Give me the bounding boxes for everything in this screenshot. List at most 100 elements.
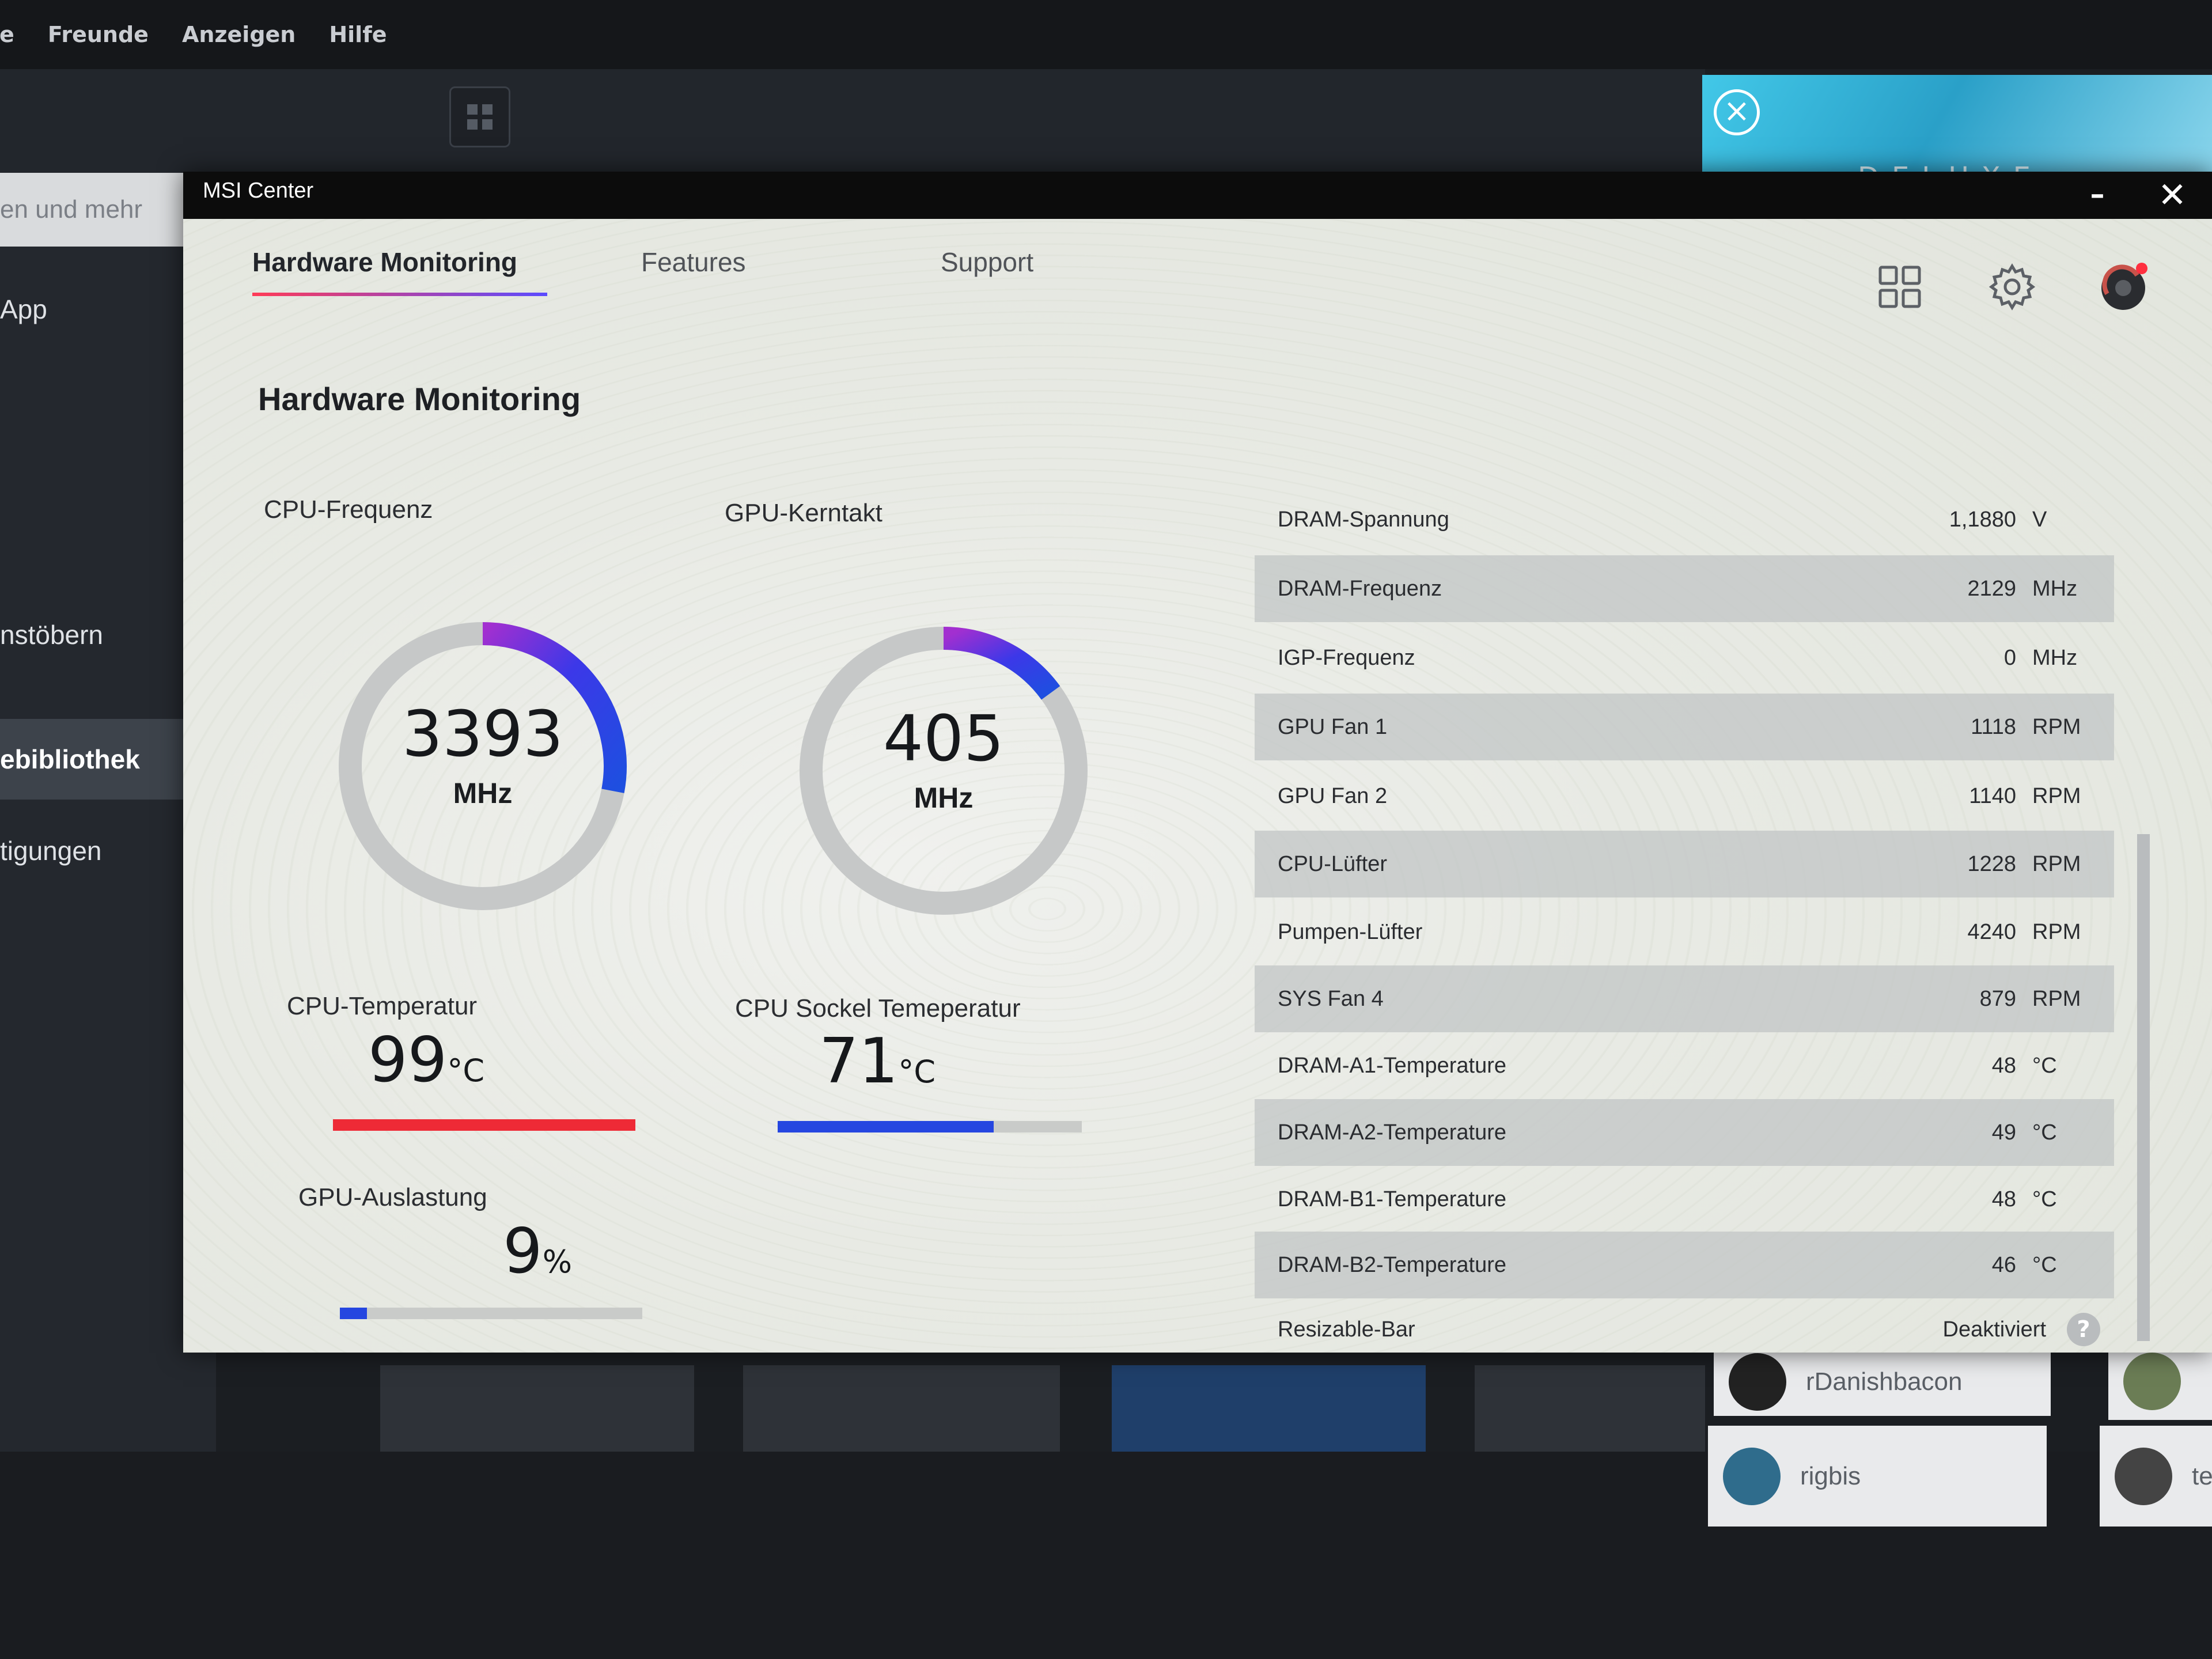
library-tile[interactable] [1475,1365,1705,1452]
sensor-row-dram-a1-temp: DRAM-A1-Temperature 48 °C [1255,1032,2114,1099]
friend-name: rigbis [1800,1461,1861,1490]
sensor-name: IGP-Frequenz [1278,646,1415,670]
sensor-value: 1,1880 [1949,507,2016,532]
grid-icon[interactable] [1871,258,1929,316]
sensor-name: DRAM-B1-Temperature [1278,1187,1506,1211]
title-bar[interactable]: MSI Center – ✕ [183,172,2212,219]
menu-item-view[interactable]: Anzeigen [181,22,296,47]
sensor-value: 49 [1991,1120,2016,1145]
socket-temperature-value: 71 [819,1025,899,1097]
friend-avatar [2123,1352,2181,1410]
cpu-temperature-label: CPU-Temperatur [287,992,478,1020]
sensor-name: Pumpen-Lüfter [1278,920,1423,944]
profile-icon[interactable] [2096,258,2153,316]
sensor-value: 879 [1979,987,2016,1011]
gpu-load-readout: 9% [503,1215,653,1287]
sensor-value: 1140 [1969,784,2016,808]
friend-name: rDanishbacon [1806,1368,1963,1396]
gpu-load-bar [340,1308,642,1319]
sensor-name: DRAM-Frequenz [1278,577,1442,601]
sensor-value: 4240 [1967,920,2016,944]
cpu-temperature-unit: °C [447,1052,485,1089]
sensor-row-dram-b1-temp: DRAM-B1-Temperature 48 °C [1255,1166,2114,1233]
sensor-name: DRAM-A2-Temperature [1278,1120,1506,1145]
friend-avatar [2115,1447,2172,1505]
library-tile[interactable] [743,1365,1060,1452]
library-tile[interactable] [1112,1365,1426,1452]
sensor-name: CPU-Lüfter [1278,852,1388,876]
sensor-name: GPU Fan 1 [1278,715,1388,739]
sensor-unit: °C [2032,1120,2057,1145]
sensor-row-igp-frequency: IGP-Frequenz 0 MHz [1255,624,2114,691]
friend-card[interactable]: rDanishbacon [1714,1348,2051,1416]
gpu-clock-gauge: 405 MHz [782,609,1105,932]
sidebar-item-app[interactable]: App [0,294,47,324]
sensor-row-cpu-fan: CPU-Lüfter 1228 RPM [1255,831,2114,897]
sensor-row-pump-fan: Pumpen-Lüfter 4240 RPM [1255,899,2114,965]
socket-temperature-unit: °C [898,1054,936,1090]
grid-view-button[interactable] [449,86,510,147]
sensor-unit: °C [2032,1253,2057,1277]
close-button[interactable]: ✕ [2157,175,2187,215]
sensor-list-scrollbar[interactable] [2137,834,2150,1341]
sensor-value: 48 [1991,1187,2016,1211]
gpu-load-label: GPU-Auslastung [298,1183,487,1211]
sidebar-item-browse[interactable]: nstöbern [0,620,104,650]
help-icon[interactable]: ? [2067,1313,2100,1346]
library-tile[interactable] [380,1365,694,1452]
friend-avatar [1723,1447,1781,1505]
sensor-name: DRAM-B2-Temperature [1278,1253,1506,1277]
msi-center-window: MSI Center – ✕ Hardware Monitoring Featu… [183,172,2212,1353]
sensor-value: 48 [1991,1054,2016,1078]
sensor-unit: V [2032,507,2047,532]
background-sidebar [0,173,216,1659]
sensor-value: 1228 [1967,852,2016,876]
banner-close-icon[interactable]: × [1714,89,1760,135]
cpu-temperature-readout: 99°C [334,1024,518,1096]
sensor-row-dram-voltage: DRAM-Spannung 1,1880 V [1255,486,2114,553]
menu-item-friends[interactable]: Freunde [47,22,149,47]
gear-icon[interactable] [1983,258,2041,316]
cpu-frequency-gauge: 3393 MHz [321,605,644,927]
sensor-row-gpu-fan-1: GPU Fan 1 1118 RPM [1255,694,2114,760]
sidebar-item-notifications[interactable]: tigungen [0,836,102,866]
resizable-bar-status: Deaktiviert [1942,1317,2047,1342]
minimize-button[interactable]: – [2090,177,2105,211]
window-title: MSI Center [203,179,314,203]
sensor-unit: RPM [2032,852,2081,876]
gpu-load-bar-fill [340,1308,368,1319]
sensor-name: SYS Fan 4 [1278,987,1384,1011]
background-menubar: le Freunde Anzeigen Hilfe [0,0,2212,69]
tab-hardware-monitoring[interactable]: Hardware Monitoring [252,247,518,277]
sensor-unit: °C [2032,1187,2057,1211]
page-title: Hardware Monitoring [258,381,581,417]
sidebar-item-library[interactable]: ebibliothek [0,719,216,800]
cpu-temperature-value: 99 [368,1024,448,1096]
sensor-row-dram-frequency: DRAM-Frequenz 2129 MHz [1255,555,2114,622]
background-search-input[interactable]: en und mehr [0,173,184,247]
friend-card[interactable]: te [2100,1426,2212,1527]
sensor-row-dram-a2-temp: DRAM-A2-Temperature 49 °C [1255,1099,2114,1166]
sensor-value: 46 [1991,1253,2016,1277]
friend-card[interactable] [2108,1342,2212,1420]
tab-support[interactable]: Support [941,247,1034,277]
cpu-frequency-arc [482,622,627,793]
cpu-frequency-label: CPU-Frequenz [264,495,433,524]
sensor-unit: MHz [2032,646,2078,670]
active-tab-indicator [252,293,547,296]
sensor-value: 1118 [1971,715,2016,739]
sensor-unit: RPM [2032,784,2081,808]
menu-item-file[interactable]: le [0,22,14,47]
menu-item-help[interactable]: Hilfe [329,22,387,47]
friend-name: te [2192,1461,2212,1490]
socket-temperature-bar-fill [778,1121,994,1132]
background-toolbar [0,69,1705,173]
tab-features[interactable]: Features [641,247,746,277]
socket-temperature-readout: 71°C [785,1025,969,1097]
sensor-value: 2129 [1967,577,2016,601]
friend-card[interactable]: rigbis [1708,1426,2047,1527]
sensor-name: Resizable-Bar [1278,1317,1415,1342]
sensor-value: 0 [2003,646,2016,670]
sensor-unit: RPM [2032,987,2081,1011]
cpu-temperature-bar-fill [333,1119,635,1131]
